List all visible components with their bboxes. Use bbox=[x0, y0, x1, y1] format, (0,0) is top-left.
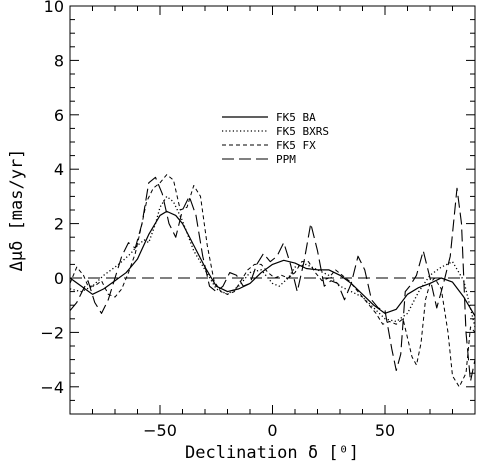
legend-label: PPM bbox=[276, 153, 296, 166]
y-tick-label: 0 bbox=[54, 269, 64, 288]
y-tick-label: 2 bbox=[54, 215, 64, 234]
axis-ticks bbox=[69, 5, 476, 415]
y-tick-label: 8 bbox=[54, 51, 64, 70]
y-tick-label: 10 bbox=[44, 0, 64, 16]
x-tick-label: −50 bbox=[143, 421, 177, 440]
y-tick-label: 6 bbox=[54, 106, 64, 125]
legend-label: FK5 BA bbox=[276, 111, 316, 124]
tick-labels: −50 0 50 −4 −2 0 2 4 6 8 10 bbox=[40, 0, 395, 440]
series-line-fk5-bxrs bbox=[69, 195, 476, 328]
legend-label: FK5 BXRS bbox=[276, 125, 329, 138]
series-line-fk5-fx bbox=[69, 174, 476, 388]
y-tick-label: −2 bbox=[40, 323, 64, 342]
y-axis-title: Δμδ [mas/yr] bbox=[7, 149, 27, 272]
x-axis-title: Declination δ [⁰] bbox=[185, 443, 359, 463]
series-layer bbox=[69, 174, 476, 388]
series-line-ppm bbox=[69, 176, 476, 382]
y-tick-label: 4 bbox=[54, 160, 64, 179]
legend-label: FK5 FX bbox=[276, 139, 316, 152]
x-tick-label: 50 bbox=[375, 421, 395, 440]
plot-frame bbox=[69, 5, 476, 415]
x-tick-label: 0 bbox=[267, 421, 277, 440]
series-line-fk5-ba bbox=[69, 210, 476, 317]
y-tick-label: −4 bbox=[40, 378, 64, 397]
